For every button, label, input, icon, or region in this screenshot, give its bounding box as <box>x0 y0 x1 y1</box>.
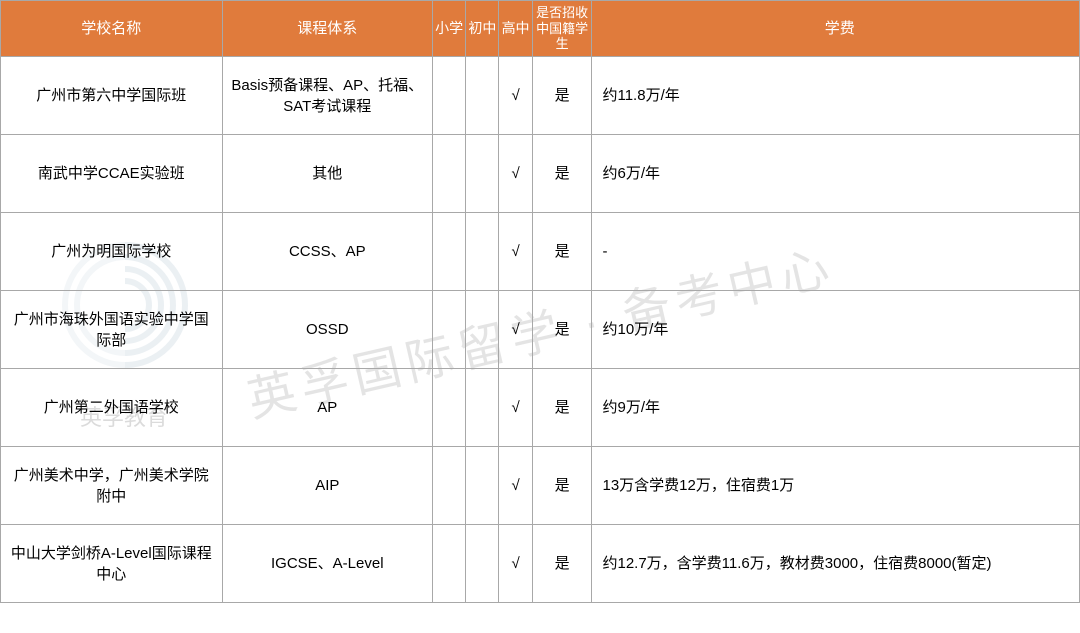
col-header-course: 课程体系 <box>222 1 432 57</box>
cell-tuition: 13万含学费12万，住宿费1万 <box>592 447 1080 525</box>
col-header-tuition: 学费 <box>592 1 1080 57</box>
cell-name: 广州第二外国语学校 <box>1 369 223 447</box>
cell-primary <box>433 213 466 291</box>
table-row: 中山大学剑桥A-Level国际课程中心 IGCSE、A-Level √ 是 约1… <box>1 525 1080 603</box>
col-header-primary: 小学 <box>433 1 466 57</box>
cell-chinese: 是 <box>532 447 592 525</box>
table-row: 广州美术中学，广州美术学院附中 AIP √ 是 13万含学费12万，住宿费1万 <box>1 447 1080 525</box>
table-row: 广州第二外国语学校 AP √ 是 约9万/年 <box>1 369 1080 447</box>
cell-chinese: 是 <box>532 57 592 135</box>
cell-primary <box>433 135 466 213</box>
cell-tuition: 约10万/年 <box>592 291 1080 369</box>
cell-primary <box>433 525 466 603</box>
table-row: 广州市第六中学国际班 Basis预备课程、AP、托福、SAT考试课程 √ 是 约… <box>1 57 1080 135</box>
cell-course: IGCSE、A-Level <box>222 525 432 603</box>
cell-high: √ <box>499 525 532 603</box>
cell-name: 广州美术中学，广州美术学院附中 <box>1 447 223 525</box>
cell-name: 广州市第六中学国际班 <box>1 57 223 135</box>
table-body: 广州市第六中学国际班 Basis预备课程、AP、托福、SAT考试课程 √ 是 约… <box>1 57 1080 603</box>
table-row: 广州市海珠外国语实验中学国际部 OSSD √ 是 约10万/年 <box>1 291 1080 369</box>
cell-high: √ <box>499 291 532 369</box>
cell-middle <box>466 447 499 525</box>
cell-tuition: 约6万/年 <box>592 135 1080 213</box>
cell-middle <box>466 525 499 603</box>
cell-middle <box>466 213 499 291</box>
cell-name: 南武中学CCAE实验班 <box>1 135 223 213</box>
cell-high: √ <box>499 57 532 135</box>
table-header-row: 学校名称 课程体系 小学 初中 高中 是否招收中国籍学生 学费 <box>1 1 1080 57</box>
cell-high: √ <box>499 447 532 525</box>
cell-tuition: - <box>592 213 1080 291</box>
col-header-name: 学校名称 <box>1 1 223 57</box>
cell-primary <box>433 369 466 447</box>
cell-high: √ <box>499 369 532 447</box>
cell-chinese: 是 <box>532 525 592 603</box>
cell-high: √ <box>499 135 532 213</box>
cell-middle <box>466 57 499 135</box>
cell-course: AIP <box>222 447 432 525</box>
cell-course: OSSD <box>222 291 432 369</box>
cell-course: CCSS、AP <box>222 213 432 291</box>
cell-chinese: 是 <box>532 291 592 369</box>
cell-primary <box>433 291 466 369</box>
cell-name: 广州为明国际学校 <box>1 213 223 291</box>
cell-name: 广州市海珠外国语实验中学国际部 <box>1 291 223 369</box>
col-header-chinese: 是否招收中国籍学生 <box>532 1 592 57</box>
col-header-high: 高中 <box>499 1 532 57</box>
table-row: 南武中学CCAE实验班 其他 √ 是 约6万/年 <box>1 135 1080 213</box>
cell-chinese: 是 <box>532 213 592 291</box>
cell-middle <box>466 135 499 213</box>
cell-course: AP <box>222 369 432 447</box>
cell-tuition: 约12.7万，含学费11.6万，教材费3000，住宿费8000(暂定) <box>592 525 1080 603</box>
cell-tuition: 约11.8万/年 <box>592 57 1080 135</box>
schools-table: 学校名称 课程体系 小学 初中 高中 是否招收中国籍学生 学费 广州市第六中学国… <box>0 0 1080 603</box>
cell-middle <box>466 291 499 369</box>
cell-chinese: 是 <box>532 135 592 213</box>
cell-primary <box>433 447 466 525</box>
cell-primary <box>433 57 466 135</box>
col-header-middle: 初中 <box>466 1 499 57</box>
cell-tuition: 约9万/年 <box>592 369 1080 447</box>
cell-course: 其他 <box>222 135 432 213</box>
cell-high: √ <box>499 213 532 291</box>
cell-name: 中山大学剑桥A-Level国际课程中心 <box>1 525 223 603</box>
cell-course: Basis预备课程、AP、托福、SAT考试课程 <box>222 57 432 135</box>
table-row: 广州为明国际学校 CCSS、AP √ 是 - <box>1 213 1080 291</box>
cell-chinese: 是 <box>532 369 592 447</box>
cell-middle <box>466 369 499 447</box>
